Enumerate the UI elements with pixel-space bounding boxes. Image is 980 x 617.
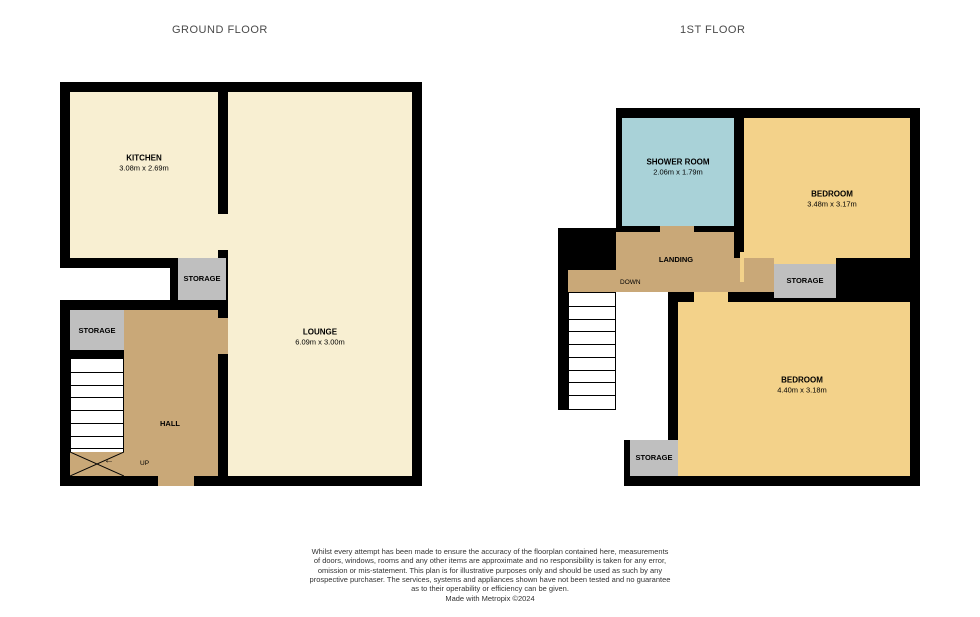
disclaimer-l2: of doors, windows, rooms and any other i… — [314, 556, 666, 565]
front-door-opening — [158, 476, 194, 486]
hall-name: HALL — [160, 419, 180, 428]
ground-stair-turn — [70, 452, 124, 476]
door-hall-lounge — [218, 318, 228, 354]
bedroom1-name: BEDROOM — [811, 190, 853, 199]
bedroom1-label: BEDROOM 3.48m x 3.17m — [807, 190, 857, 211]
wall-fill-right — [836, 290, 910, 302]
kitchen-name: KITCHEN — [126, 154, 162, 163]
storage-mid-name: STORAGE — [787, 276, 824, 285]
door-shower-landing — [660, 226, 694, 232]
disclaimer-l6: Made with Metropix ©2024 — [445, 594, 534, 603]
shower-name: SHOWER ROOM — [646, 158, 709, 167]
shower-dims: 2.06m x 1.79m — [653, 168, 703, 177]
lounge-dims: 6.09m x 3.00m — [295, 338, 345, 347]
lounge — [228, 92, 412, 476]
disclaimer-l1: Whilst every attempt has been made to en… — [312, 547, 669, 556]
door-kitchen-lounge — [218, 214, 228, 250]
bedroom2-dims: 4.40m x 3.18m — [777, 386, 827, 395]
first-floor-title: 1ST FLOOR — [680, 24, 745, 36]
ground-floor-title: GROUND FLOOR — [172, 24, 268, 36]
first-void-bl — [558, 410, 624, 486]
lounge-name: LOUNGE — [303, 328, 337, 337]
storage-bot-name: STORAGE — [636, 453, 673, 462]
first-down-label: DOWN — [620, 279, 641, 286]
kitchen-label: KITCHEN 3.08m x 2.69m — [119, 154, 169, 175]
landing-name: LANDING — [659, 255, 693, 264]
ground-up-arrow: ← — [104, 456, 114, 466]
first-void-tl — [558, 108, 616, 228]
door-landing-bed1 — [740, 252, 744, 282]
bedroom2-name: BEDROOM — [781, 376, 823, 385]
landing-label: LANDING — [659, 255, 693, 265]
hall — [124, 310, 218, 476]
bedroom2-label: BEDROOM 4.40m x 3.18m — [777, 376, 827, 397]
disclaimer: Whilst every attempt has been made to en… — [220, 547, 760, 603]
storage-mid-label: STORAGE — [787, 276, 824, 286]
hall-label: HALL — [160, 419, 180, 429]
storage-under-kitchen-label: STORAGE — [184, 274, 221, 284]
storage-left-label: STORAGE — [79, 326, 116, 336]
door-landing-bed2 — [694, 292, 728, 302]
first-stairs — [568, 292, 616, 410]
bedroom1-dims: 3.48m x 3.17m — [807, 200, 857, 209]
kitchen — [70, 92, 218, 258]
disclaimer-l3: omission or mis-statement. This plan is … — [318, 566, 662, 575]
landing-stair-join — [609, 270, 619, 292]
ground-up-label: UP — [140, 460, 149, 467]
storage-bottom-label: STORAGE — [636, 453, 673, 463]
kitchen-dims: 3.08m x 2.69m — [119, 164, 169, 173]
disclaimer-l4: prospective purchaser. The services, sys… — [310, 575, 671, 584]
storage1-name: STORAGE — [184, 274, 221, 283]
disclaimer-l5: as to their operability or efficiency ca… — [411, 584, 569, 593]
shower-label: SHOWER ROOM 2.06m x 1.79m — [646, 158, 709, 179]
storage2-name: STORAGE — [79, 326, 116, 335]
lounge-label: LOUNGE 6.09m x 3.00m — [295, 328, 345, 349]
first-left-col — [616, 292, 668, 440]
